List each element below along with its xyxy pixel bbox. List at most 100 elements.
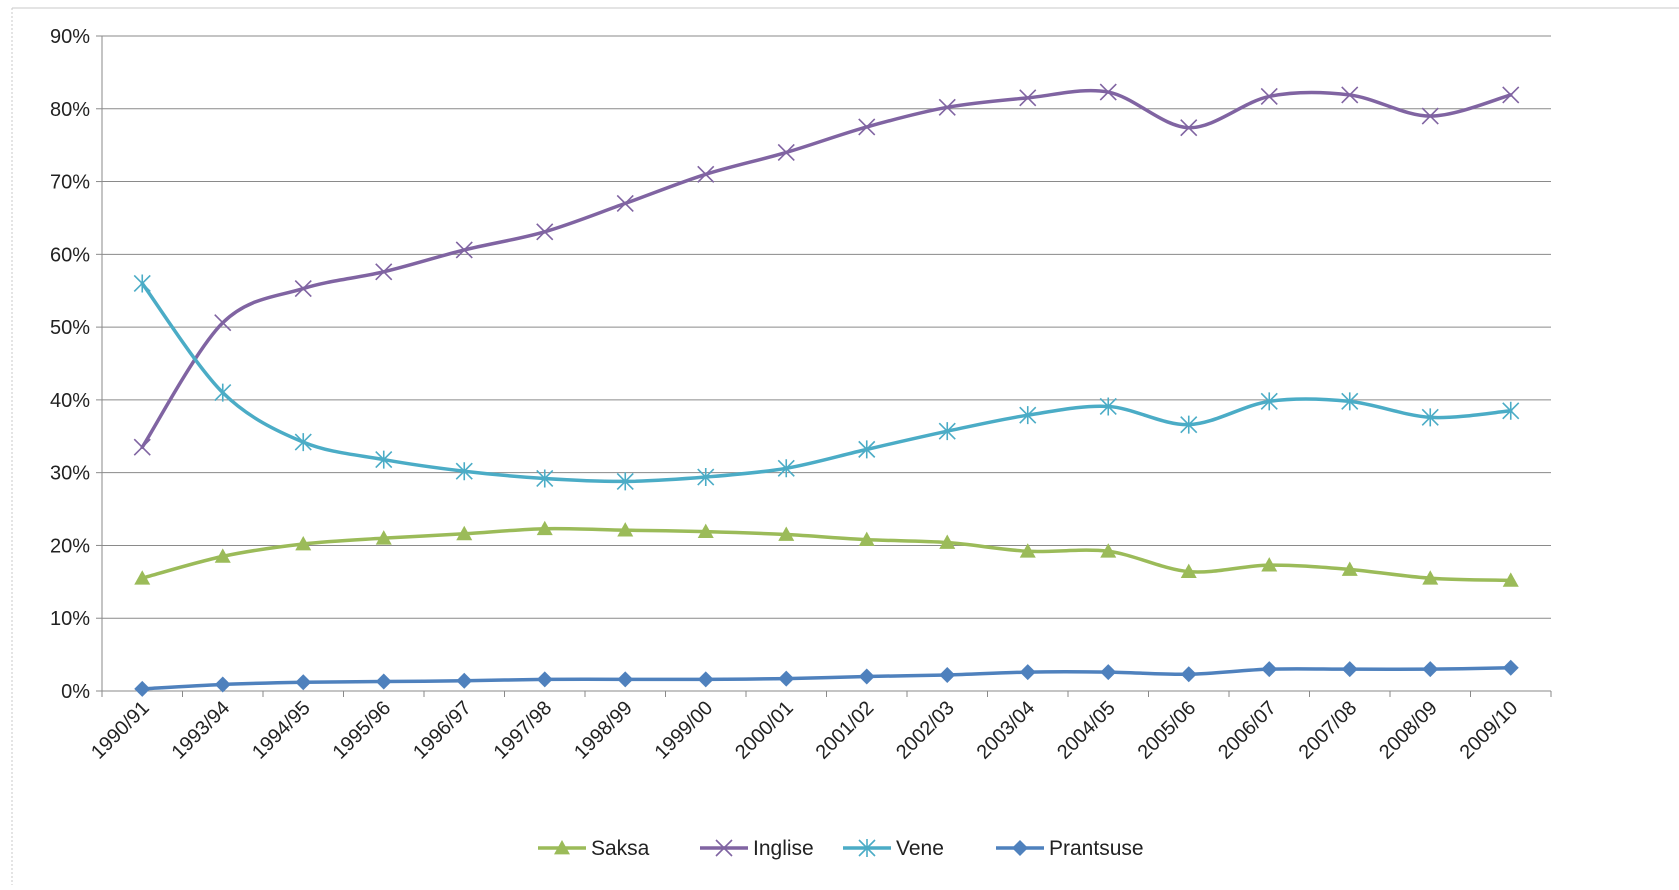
y-tick-label: 80% xyxy=(50,99,90,121)
data-point-prantsuse xyxy=(939,666,956,683)
data-point-saksa xyxy=(1100,543,1117,558)
data-point-inglise xyxy=(294,279,312,298)
data-point-saksa xyxy=(858,531,875,547)
legend-item-inglise: Inglise xyxy=(700,837,814,860)
y-tick-label: 0% xyxy=(61,681,90,703)
legend-marker-inglise xyxy=(715,839,733,857)
data-point-prantsuse xyxy=(214,676,231,693)
data-point-vene xyxy=(1099,397,1117,416)
data-point-inglise xyxy=(214,314,232,332)
data-point-saksa xyxy=(456,525,473,541)
data-point-prantsuse xyxy=(1341,661,1358,678)
data-point-saksa xyxy=(375,530,392,545)
y-tick-label: 70% xyxy=(50,172,90,194)
data-point-saksa xyxy=(1502,572,1519,587)
data-point-saksa xyxy=(134,570,151,585)
series-line-inglise xyxy=(140,88,1513,449)
data-point-vene xyxy=(858,440,876,459)
data-point-prantsuse xyxy=(1180,666,1197,683)
legend-label-saksa: Saksa xyxy=(591,837,650,860)
data-point-inglise xyxy=(1260,87,1278,105)
y-tick-label: 40% xyxy=(50,390,90,412)
data-point-prantsuse xyxy=(617,671,634,688)
data-point-vene xyxy=(1421,408,1439,427)
y-axis-tick-labels: 0% 10% 20% 30% 40% 50% 60% 70% 80% 90% xyxy=(50,26,90,703)
series-vene xyxy=(133,274,1520,491)
data-point-saksa xyxy=(1422,570,1439,585)
data-point-prantsuse xyxy=(1100,664,1117,681)
data-point-prantsuse xyxy=(1261,661,1278,678)
legend-label-inglise: Inglise xyxy=(753,837,814,860)
data-point-inglise xyxy=(1502,86,1520,104)
series-line-vene xyxy=(140,281,1513,484)
data-point-inglise xyxy=(777,143,795,162)
data-point-vene xyxy=(536,469,554,488)
data-point-vene xyxy=(777,459,795,478)
data-point-prantsuse xyxy=(697,671,714,688)
legend-marker-saksa xyxy=(554,840,570,855)
data-point-inglise xyxy=(1019,89,1037,107)
data-point-saksa xyxy=(697,523,714,539)
y-tick-label: 10% xyxy=(50,608,90,630)
legend-item-prantsuse: Prantsuse xyxy=(996,837,1144,860)
data-point-vene xyxy=(375,450,393,469)
data-point-saksa xyxy=(536,520,553,536)
data-point-saksa xyxy=(295,535,312,551)
data-point-inglise xyxy=(1341,86,1359,104)
legend-marker-vene xyxy=(858,839,876,857)
data-point-prantsuse xyxy=(456,672,473,689)
data-point-saksa xyxy=(1341,561,1358,576)
legend-label-vene: Vene xyxy=(896,837,944,860)
data-point-prantsuse xyxy=(1422,661,1439,678)
data-point-prantsuse xyxy=(375,673,392,690)
data-point-inglise xyxy=(938,98,956,116)
data-point-inglise xyxy=(697,165,715,183)
data-point-prantsuse xyxy=(134,680,151,697)
y-tick-label: 20% xyxy=(50,535,90,557)
data-point-prantsuse xyxy=(1019,664,1036,681)
data-point-inglise xyxy=(1180,119,1198,137)
data-point-inglise xyxy=(455,241,473,259)
data-point-saksa xyxy=(778,526,795,541)
grid-lines xyxy=(102,35,1551,619)
data-point-vene xyxy=(1180,415,1198,434)
y-tick-label: 30% xyxy=(50,463,90,485)
series-saksa xyxy=(134,520,1519,587)
data-point-saksa xyxy=(1261,557,1278,572)
data-point-inglise xyxy=(616,194,634,212)
data-point-saksa xyxy=(939,534,956,549)
data-point-vene xyxy=(697,468,715,487)
data-point-vene xyxy=(294,433,312,452)
data-point-saksa xyxy=(617,522,634,537)
legend-item-saksa: Saksa xyxy=(538,837,650,860)
data-point-vene xyxy=(938,422,956,441)
data-point-vene xyxy=(616,472,634,491)
data-point-inglise xyxy=(375,263,393,281)
data-point-prantsuse xyxy=(778,670,795,687)
legend-marker-prantsuse xyxy=(1012,840,1028,856)
data-point-inglise xyxy=(133,438,151,456)
y-tick-label: 90% xyxy=(50,26,90,48)
data-point-vene xyxy=(1502,401,1520,420)
data-point-saksa xyxy=(1019,543,1036,558)
data-point-inglise xyxy=(1421,107,1439,125)
legend: Saksa Inglise Vene Prantsuse xyxy=(538,837,1144,860)
data-point-vene xyxy=(1260,392,1278,411)
data-point-vene xyxy=(1341,392,1359,411)
data-point-prantsuse xyxy=(858,668,875,685)
data-point-vene xyxy=(455,462,473,481)
series-inglise xyxy=(133,83,1520,456)
data-point-prantsuse xyxy=(536,671,553,688)
data-point-inglise xyxy=(858,118,876,136)
data-point-saksa xyxy=(214,548,231,563)
data-point-saksa xyxy=(1180,563,1197,579)
y-tick-label: 60% xyxy=(50,244,90,266)
axes xyxy=(96,35,1552,697)
data-point-inglise xyxy=(536,223,554,241)
data-point-prantsuse xyxy=(295,674,312,691)
data-point-prantsuse xyxy=(1502,659,1519,676)
series-line-saksa xyxy=(140,526,1513,583)
